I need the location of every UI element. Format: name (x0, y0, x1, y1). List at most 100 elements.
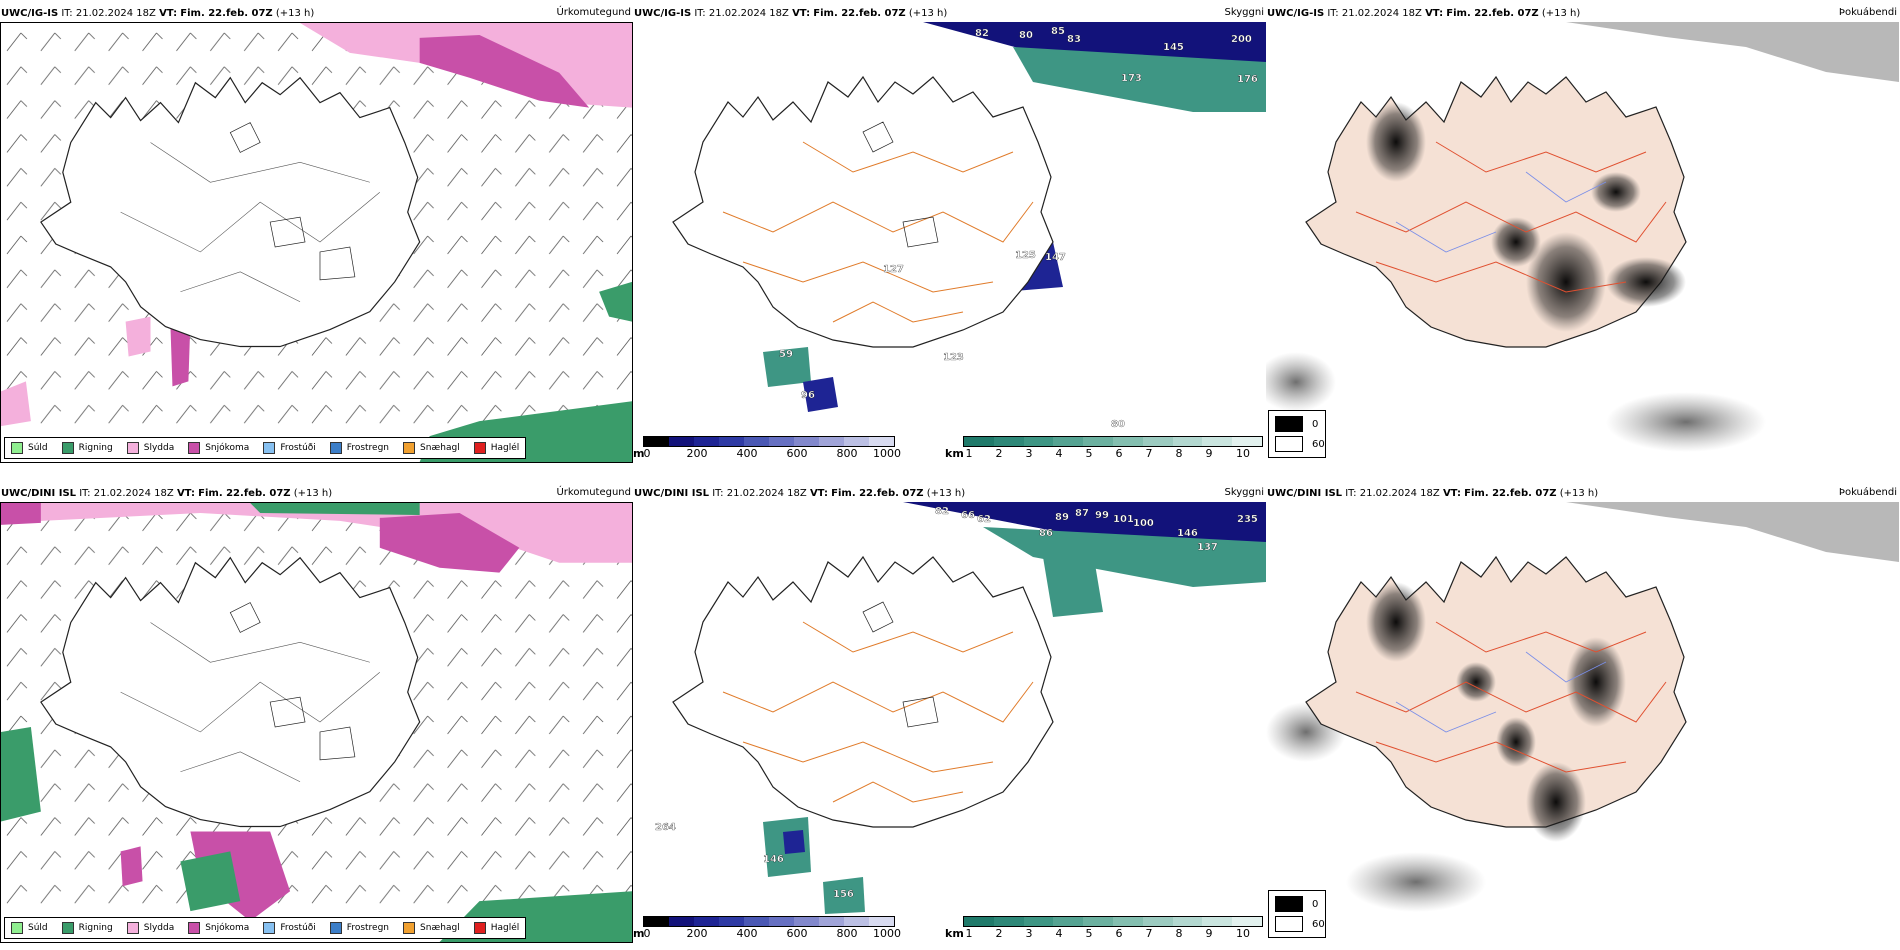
visibility-map: 82 66 62 89 87 99 101 100 86 146 137 235… (633, 502, 1266, 943)
ceiling-label: 59 (779, 349, 793, 360)
legend-item-freezing-rain: Frostregn (329, 922, 389, 934)
ceiling-label: 100 (1133, 518, 1154, 529)
ceiling-tick: 0 (643, 447, 651, 460)
visibility-tick: 4 (1055, 447, 1063, 460)
visibility-tick: 3 (1025, 927, 1033, 940)
visibility-tick: 2 (995, 927, 1003, 940)
visibility-tick: 7 (1145, 927, 1153, 940)
ceiling-colorbar-bar (643, 436, 895, 447)
ceiling-label: 80 (1019, 30, 1033, 41)
ceiling-tick: 400 (736, 927, 758, 940)
visibility-tick: 10 (1236, 447, 1250, 460)
ceiling-label: 264 (655, 822, 676, 833)
visibility-tick: 10 (1236, 927, 1250, 940)
visibility-colorbar: km 1 2 3 4 5 6 7 8 9 10 (945, 436, 1263, 465)
ceiling-unit: m (633, 447, 645, 460)
panel-fog-dini: UWC/DINI ISL IT: 21.02.2024 18Z VT: Fim.… (1266, 480, 1899, 945)
ceiling-colorbar: m 0 200 400 600 800 1000 (633, 436, 901, 465)
fog-map: 0 60 (1266, 22, 1899, 463)
visibility-colorbar: km 1 2 3 4 5 6 7 8 9 10 (945, 916, 1263, 945)
fog-legend: 0 60 (1268, 410, 1326, 458)
legend-item-drizzle: Súld (11, 442, 48, 454)
ceiling-label: 86 (1039, 528, 1053, 539)
ceiling-label: 145 (1163, 42, 1184, 53)
legend-item-snow-pellets: Snæhagl (403, 922, 460, 934)
visibility-tick: 8 (1175, 927, 1183, 940)
ceiling-label: 137 (1197, 542, 1218, 553)
visibility-tick: 5 (1085, 447, 1093, 460)
legend-item-rain: Rigning (61, 922, 113, 934)
ceiling-label: 101 (1113, 514, 1134, 525)
ceiling-label: 123 (943, 352, 964, 363)
ceiling-label: 127 (883, 264, 904, 275)
ceiling-colorbar: m 0 200 400 600 800 1000 (633, 916, 901, 945)
ceiling-tick: 0 (643, 927, 651, 940)
legend-item-freezing-drizzle: Frostúði (263, 442, 316, 454)
legend-item-sleet: Slydda (126, 922, 174, 934)
visibility-unit: km (945, 927, 964, 940)
map-graphic (1266, 22, 1899, 452)
ceiling-tick: 200 (686, 447, 708, 460)
ceiling-label: 200 (1231, 34, 1252, 45)
visibility-tick: 6 (1115, 447, 1123, 460)
ceiling-label: 83 (1067, 34, 1081, 45)
ceiling-unit: m (633, 927, 645, 940)
visibility-map: 82 80 85 83 145 200 176 173 125 147 127 … (633, 22, 1266, 463)
ceiling-label: 96 (801, 390, 815, 401)
panel-type-label: Úrkomutegund (556, 487, 631, 498)
ceiling-label: 66 (961, 510, 975, 521)
visibility-tick: 3 (1025, 447, 1033, 460)
panel-precip-type-igis: UWC/IG-IS IT: 21.02.2024 18Z VT: Fim. 22… (0, 0, 633, 465)
ceiling-tick: 1000 (873, 447, 901, 460)
precip-map: Súld Rigning Slydda Snjókoma Frostúði Fr… (0, 502, 633, 943)
panel-title: UWC/DINI ISL IT: 21.02.2024 18Z VT: Fim.… (634, 488, 966, 499)
legend-item-snow: Snjókoma (188, 442, 249, 454)
legend-item-drizzle: Súld (11, 922, 48, 934)
map-graphic: 82 80 85 83 145 200 176 173 125 147 127 … (672, 22, 1266, 430)
ceiling-label: 89 (1055, 512, 1069, 523)
ceiling-label: 173 (1121, 73, 1142, 84)
visibility-tick: 9 (1205, 927, 1213, 940)
ceiling-colorbar-bar (643, 916, 895, 927)
ceiling-label: 146 (763, 854, 784, 865)
ceiling-label: 82 (975, 28, 989, 39)
visibility-colorbar-bar (963, 916, 1263, 927)
ceiling-label: 62 (977, 514, 991, 525)
legend-item-freezing-drizzle: Frostúði (263, 922, 316, 934)
ceiling-tick: 800 (836, 927, 858, 940)
visibility-tick: 4 (1055, 927, 1063, 940)
panel-title: UWC/IG-IS IT: 21.02.2024 18Z VT: Fim. 22… (1, 8, 315, 19)
visibility-tick: 5 (1085, 927, 1093, 940)
fog-legend-item: 0 (1275, 896, 1318, 912)
visibility-tick: 9 (1205, 447, 1213, 460)
ceiling-label: 125 (1015, 250, 1036, 261)
visibility-tick: 1 (965, 447, 973, 460)
legend-item-snow-pellets: Snæhagl (403, 442, 460, 454)
ceiling-tick: 200 (686, 927, 708, 940)
ceiling-label: 147 (1045, 252, 1066, 263)
visibility-tick: 2 (995, 447, 1003, 460)
ceiling-label: 235 (1237, 514, 1258, 525)
panel-title: UWC/IG-IS IT: 21.02.2024 18Z VT: Fim. 22… (634, 8, 948, 19)
fog-legend-item: 60 (1275, 436, 1325, 452)
map-graphic (1, 23, 632, 462)
panel-type-label: Þokuábendi (1838, 487, 1897, 498)
panel-visibility-igis: UWC/IG-IS IT: 21.02.2024 18Z VT: Fim. 22… (633, 0, 1266, 465)
ceiling-tick: 800 (836, 447, 858, 460)
visibility-unit: km (945, 447, 964, 460)
fog-legend: 0 60 (1268, 890, 1326, 938)
visibility-tick: 7 (1145, 447, 1153, 460)
visibility-tick: 1 (965, 927, 973, 940)
legend-item-hail: Haglél (473, 922, 519, 934)
ceiling-label: 80 (1111, 419, 1125, 430)
ceiling-label: 146 (1177, 528, 1198, 539)
panel-fog-igis: UWC/IG-IS IT: 21.02.2024 18Z VT: Fim. 22… (1266, 0, 1899, 465)
panel-title: UWC/DINI ISL IT: 21.02.2024 18Z VT: Fim.… (1, 488, 333, 499)
visibility-colorbar-bar (963, 436, 1263, 447)
ceiling-label: 156 (833, 889, 854, 900)
ceiling-tick: 400 (736, 447, 758, 460)
precip-map: Súld Rigning Slydda Snjókoma Frostúði Fr… (0, 22, 633, 463)
legend-item-freezing-rain: Frostregn (329, 442, 389, 454)
legend-item-sleet: Slydda (126, 442, 174, 454)
fog-map: 0 60 (1266, 502, 1899, 943)
